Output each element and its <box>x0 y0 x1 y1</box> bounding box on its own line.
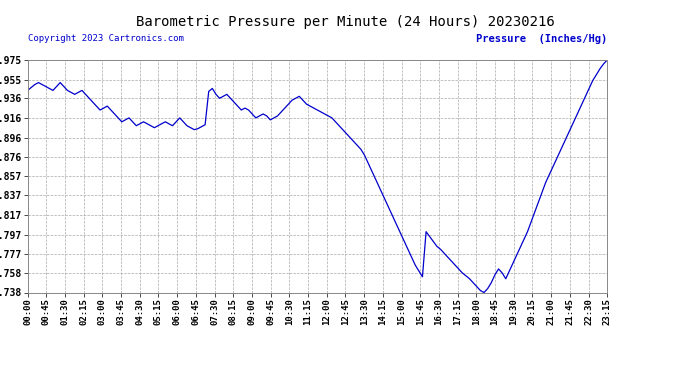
Text: Barometric Pressure per Minute (24 Hours) 20230216: Barometric Pressure per Minute (24 Hours… <box>136 15 554 29</box>
Text: Pressure  (Inches/Hg): Pressure (Inches/Hg) <box>476 34 607 44</box>
Text: Copyright 2023 Cartronics.com: Copyright 2023 Cartronics.com <box>28 34 184 43</box>
